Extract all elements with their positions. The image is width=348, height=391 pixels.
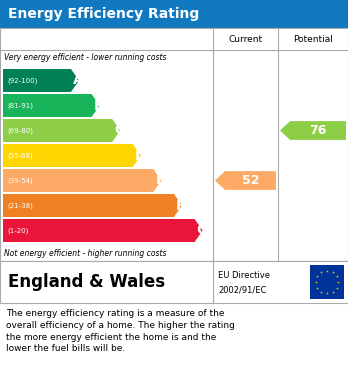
Polygon shape (3, 219, 203, 242)
Text: E: E (155, 174, 165, 188)
Text: 2002/91/EC: 2002/91/EC (218, 285, 266, 294)
Text: Very energy efficient - lower running costs: Very energy efficient - lower running co… (4, 54, 166, 63)
Text: England & Wales: England & Wales (8, 273, 165, 291)
Text: Energy Efficiency Rating: Energy Efficiency Rating (8, 7, 199, 21)
Text: The energy efficiency rating is a measure of the
overall efficiency of a home. T: The energy efficiency rating is a measur… (6, 309, 235, 353)
Polygon shape (215, 171, 276, 190)
Text: F: F (176, 199, 185, 212)
Text: A: A (73, 74, 84, 88)
Text: (21-38): (21-38) (7, 202, 33, 209)
Text: Current: Current (228, 34, 262, 43)
Text: 76: 76 (309, 124, 327, 137)
Text: (1-20): (1-20) (7, 227, 29, 234)
Bar (0, 28, 348, 261)
Text: (69-80): (69-80) (7, 127, 33, 134)
Polygon shape (280, 121, 346, 140)
Text: (39-54): (39-54) (7, 177, 33, 184)
Polygon shape (3, 94, 100, 117)
Polygon shape (3, 119, 120, 142)
Text: C: C (114, 124, 125, 138)
Text: B: B (94, 99, 104, 113)
Bar (310, 265, 344, 299)
Polygon shape (3, 69, 79, 92)
Text: (92-100): (92-100) (7, 77, 37, 84)
Text: (81-91): (81-91) (7, 102, 33, 109)
Text: (55-68): (55-68) (7, 152, 33, 159)
Text: G: G (197, 224, 208, 237)
Polygon shape (3, 194, 182, 217)
Text: D: D (135, 149, 146, 163)
Bar (0, 261, 348, 303)
Text: 52: 52 (242, 174, 259, 187)
Polygon shape (3, 169, 161, 192)
Polygon shape (3, 144, 141, 167)
Text: EU Directive: EU Directive (218, 271, 270, 280)
Text: Potential: Potential (293, 34, 333, 43)
Bar (0, 0, 348, 28)
Text: Not energy efficient - higher running costs: Not energy efficient - higher running co… (4, 249, 166, 258)
